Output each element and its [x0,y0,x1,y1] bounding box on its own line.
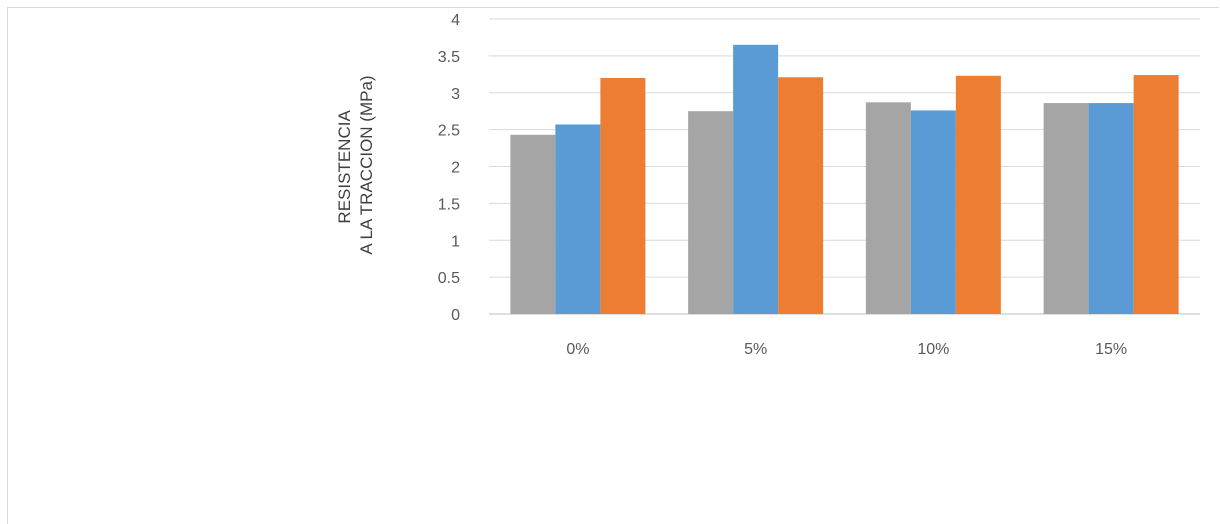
y-tick-label: 4 [451,12,460,29]
y-tick-label: 3.5 [438,49,460,66]
bar-series-3-10pct [955,75,1001,314]
x-axis-ticks: 0% 5% 10% 15% [566,341,1127,358]
x-tick-label: 10% [917,341,949,358]
x-tick-label: 15% [1095,341,1127,358]
x-tick-label: 0% [566,341,589,358]
y-axis-label-line-2: A LA TRACCION (MPa) [357,75,376,254]
bar-series-1-15pct [1043,103,1089,314]
y-tick-label: 3 [451,86,460,103]
y-tick-label: 1.5 [438,196,460,213]
bar-series-2-10pct [910,110,956,314]
bar-series-1-5pct [688,111,734,314]
y-tick-label: 0.5 [438,270,460,287]
bar-series-3-0pct [600,78,646,314]
bar-series-1-10pct [865,102,911,315]
y-tick-label: 2 [451,160,460,177]
y-axis-label: RESISTENCIA A LA TRACCION (MPa) [335,75,376,254]
bar-series-3-15pct [1133,75,1179,314]
bar-series-3-5pct [778,77,824,314]
bar-series-2-15pct [1088,103,1134,314]
bar-series-2-5pct [733,44,779,314]
bar-series-2-0pct [555,124,601,315]
bar-series-1-0pct [510,134,556,314]
y-axis-label-line-1: RESISTENCIA [335,110,354,224]
bars [510,44,1179,315]
x-tick-label: 5% [744,341,767,358]
y-tick-label: 0 [451,307,460,324]
y-tick-label: 1 [451,233,460,250]
y-axis-ticks: 0 0.5 1 1.5 2 2.5 3 3.5 4 [438,12,460,324]
y-tick-label: 2.5 [438,123,460,140]
